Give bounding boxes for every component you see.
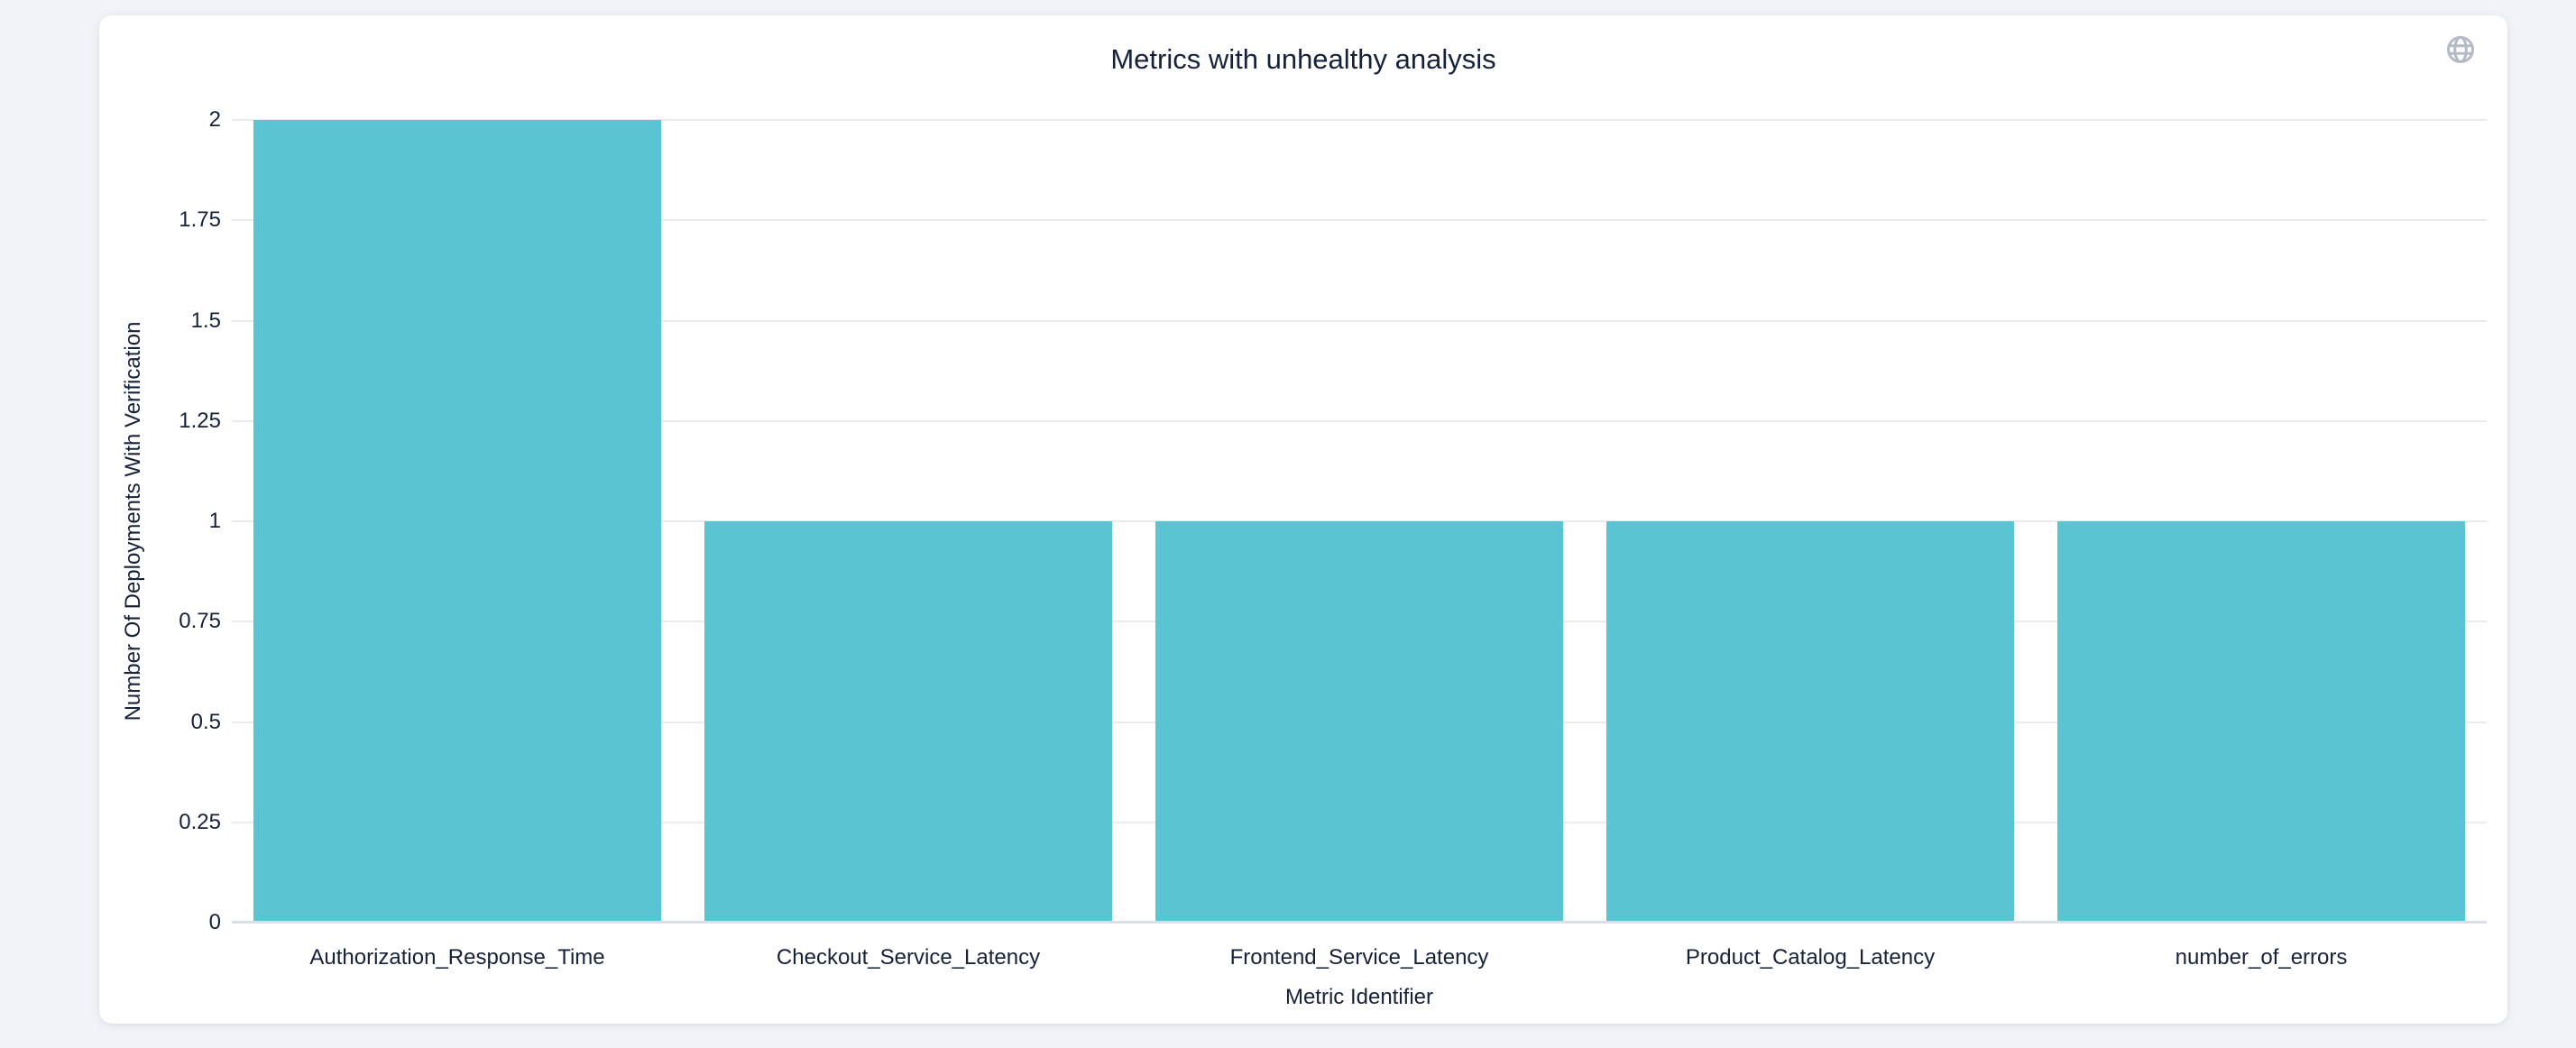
chart-title: Metrics with unhealthy analysis [1110,43,1496,75]
globe-icon[interactable] [2444,33,2477,66]
plot-area [232,119,2487,924]
bar[interactable] [1155,521,1563,923]
bar[interactable] [2057,521,2465,923]
y-tick-label: 1.25 [179,408,221,433]
y-tick-label: 1 [208,509,221,533]
y-tick-label: 1.5 [190,308,221,333]
x-tick-label: Checkout_Service_Latency [776,945,1041,970]
y-tick-label: 0.5 [190,709,221,734]
x-axis-line [232,921,2487,924]
y-tick-label: 2 [208,107,221,132]
bar[interactable] [253,120,661,923]
y-tick-label: 0.25 [179,809,221,834]
x-axis-title: Metric Identifier [1284,985,1434,1009]
bar[interactable] [1606,521,2014,923]
x-tick-label: number_of_errors [2175,945,2348,970]
x-tick-label: Product_Catalog_Latency [1685,945,1936,970]
y-tick-label: 1.75 [179,207,221,233]
gridline [232,119,2487,121]
gridline [232,219,2487,222]
x-tick-label: Authorization_Response_Time [309,945,605,970]
gridline [232,419,2487,422]
bar[interactable] [704,521,1112,923]
gridline [232,319,2487,322]
y-tick-label: 0 [208,910,221,934]
y-tick-label: 0.75 [179,609,221,634]
x-tick-label: Frontend_Service_Latency [1229,945,1489,970]
chart-card: Metrics with unhealthy analysis Number O… [99,15,2507,1024]
